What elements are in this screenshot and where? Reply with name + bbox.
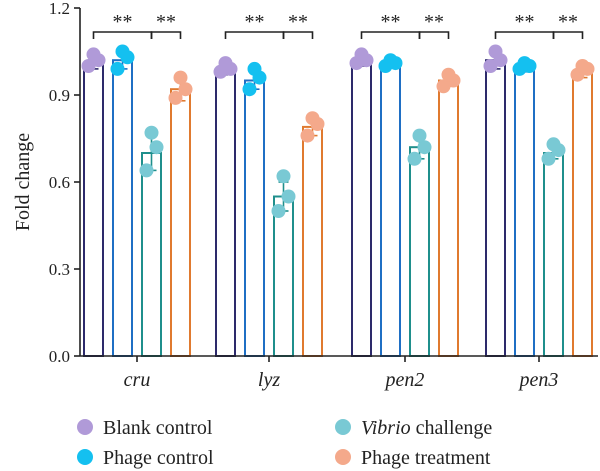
bar <box>515 66 534 356</box>
bar <box>410 147 429 356</box>
bar <box>381 63 400 356</box>
bar <box>245 81 264 357</box>
data-point <box>87 47 101 61</box>
data-point <box>111 62 125 76</box>
significance-bracket <box>496 32 554 39</box>
x-tick-label: pen3 <box>518 369 559 391</box>
significance-label: ** <box>558 11 578 33</box>
significance-label: ** <box>113 11 133 33</box>
significance-label: ** <box>381 11 401 33</box>
y-tick-label: 0.3 <box>49 260 70 279</box>
data-point <box>116 45 130 59</box>
bar <box>544 153 563 356</box>
significance-label: ** <box>288 11 308 33</box>
legend-label-text: Blank control <box>103 417 213 439</box>
data-point <box>306 111 320 125</box>
data-point <box>408 152 422 166</box>
x-tick-label: cru <box>124 369 151 391</box>
data-point <box>576 59 590 73</box>
significance-bracket <box>362 32 420 39</box>
legend-label: Blank control <box>103 417 213 439</box>
bar <box>573 72 592 356</box>
significance-layer: ** ** ** ** ** ** ** ** <box>94 11 583 39</box>
y-tick-label: 0.9 <box>49 86 70 105</box>
bar <box>171 89 190 356</box>
data-point <box>272 204 286 218</box>
data-point <box>145 126 159 140</box>
data-point <box>282 190 296 204</box>
legend: Blank control Phage control Vibrio challen… <box>77 417 492 469</box>
bar <box>142 153 161 356</box>
data-point <box>384 53 398 67</box>
legend-label-text: Phage control <box>103 447 214 469</box>
significance-label: ** <box>515 11 535 33</box>
significance-label: ** <box>424 11 444 33</box>
y-axis-label: Fold change <box>12 133 34 231</box>
data-point <box>174 71 188 85</box>
points-layer <box>82 45 595 219</box>
significance-bracket <box>152 32 181 39</box>
bar <box>303 127 322 356</box>
x-tick-label: pen2 <box>384 369 425 391</box>
bars-layer <box>84 52 592 357</box>
y-tick-label: 0.0 <box>49 347 70 366</box>
significance-label: ** <box>245 11 265 33</box>
legend-marker <box>77 449 93 465</box>
y-tick-label: 0.6 <box>49 173 70 192</box>
data-point <box>355 47 369 61</box>
legend-marker <box>77 419 93 435</box>
legend-label: Vibrio challenge <box>361 417 492 439</box>
data-point <box>413 129 427 143</box>
legend-label: Phage treatment <box>361 447 491 469</box>
data-point <box>518 56 532 70</box>
significance-bracket <box>94 32 152 39</box>
significance-bracket <box>226 32 284 39</box>
legend-marker <box>335 419 351 435</box>
bar <box>274 197 293 357</box>
data-point <box>243 82 257 96</box>
data-point <box>442 68 456 82</box>
y-tick-label: 1.2 <box>49 0 70 18</box>
data-point <box>248 62 262 76</box>
legend-label-text: challenge <box>411 417 493 439</box>
legend-label-italic: Vibrio <box>361 417 411 439</box>
bar <box>84 63 103 356</box>
legend-label-text: Phage treatment <box>361 447 491 469</box>
bar <box>439 81 458 357</box>
bar <box>216 69 235 356</box>
fold-change-bar-chart: ** ** ** ** ** ** ** ** Fold change 0.0 0.3 0.6 0.… <box>0 0 600 471</box>
x-tick-label: lyz <box>258 369 280 391</box>
data-point <box>547 137 561 151</box>
legend-marker <box>335 449 351 465</box>
data-point <box>277 169 291 183</box>
significance-label: ** <box>156 11 176 33</box>
significance-bracket <box>554 32 583 39</box>
data-point <box>140 163 154 177</box>
data-point <box>219 56 233 70</box>
data-point <box>301 129 315 143</box>
significance-bracket <box>284 32 313 39</box>
legend-label: Phage control <box>103 447 214 469</box>
data-point <box>489 45 503 59</box>
significance-bracket <box>420 32 449 39</box>
bar <box>486 60 505 356</box>
data-point <box>150 140 164 154</box>
bar <box>352 60 371 356</box>
bar <box>113 60 132 356</box>
